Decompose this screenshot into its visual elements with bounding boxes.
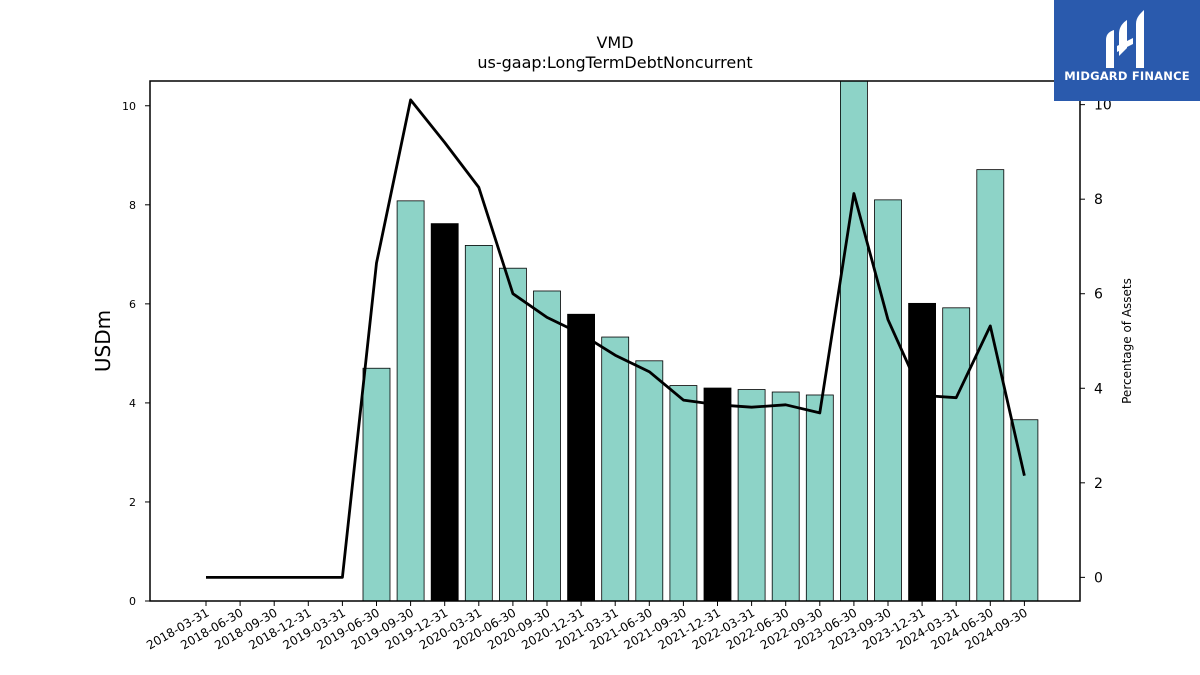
- bar-2022-03-31: [737, 389, 766, 602]
- x-axis: 2018-03-312018-06-302018-09-302018-12-31…: [144, 601, 1030, 652]
- bar-group: [362, 80, 1039, 602]
- y-axis-left: 0 2 4 6 8 10: [122, 100, 150, 608]
- y2-tick-label: 8: [1094, 192, 1103, 208]
- midgard-finance-logo: MIDGARD FINANCE: [1054, 0, 1200, 101]
- bar-2022-06-30: [771, 391, 800, 602]
- y-tick-label: 6: [129, 298, 136, 311]
- y-tick-label: 8: [129, 199, 136, 212]
- bar-2019-12-31: [430, 223, 459, 602]
- bar-2020-12-31: [567, 313, 595, 602]
- bar-2020-09-30: [533, 290, 561, 602]
- y2-axis-label: Percentage of Assets: [1120, 278, 1134, 404]
- logo-text: MIDGARD FINANCE: [1064, 69, 1190, 83]
- bar-2020-06-30: [498, 267, 527, 602]
- bar-2021-09-30: [669, 385, 698, 602]
- y2-tick-label: 2: [1094, 476, 1103, 492]
- chart-subtitle: us-gaap:LongTermDebtNoncurrent: [477, 53, 752, 72]
- y-tick-label: 10: [122, 100, 136, 113]
- midgard-logo-icon: [1106, 10, 1144, 68]
- bar-2021-03-31: [601, 336, 630, 602]
- y2-tick-label: 6: [1094, 287, 1103, 303]
- bar-2020-03-31: [464, 245, 493, 602]
- bar-2024-06-30: [976, 169, 1005, 602]
- bar-2023-06-30: [840, 80, 868, 602]
- bar-2022-09-30: [805, 394, 834, 602]
- bar-2023-09-30: [874, 199, 902, 602]
- bar-2024-09-30: [1010, 419, 1039, 602]
- bar-2021-06-30: [635, 360, 664, 602]
- y2-tick-label: 0: [1094, 570, 1103, 586]
- bar-2023-12-31: [908, 302, 936, 602]
- chart-title: VMD: [596, 33, 633, 52]
- percentage-of-assets-line: [206, 98, 1026, 579]
- y-tick-label: 4: [129, 397, 136, 410]
- y-tick-label: 0: [129, 595, 136, 608]
- bar-2024-03-31: [942, 307, 971, 602]
- percentage-line-group: [206, 98, 1026, 579]
- bar-2019-09-30: [396, 200, 425, 602]
- y2-tick-label: 10: [1094, 98, 1112, 114]
- y-axis-label: USDm: [91, 310, 115, 372]
- y2-tick-label: 4: [1094, 381, 1103, 397]
- bar-2021-12-31: [703, 387, 732, 602]
- y-axis-right: 0 2 4 6 8 10: [1080, 98, 1112, 586]
- y-tick-label: 2: [129, 496, 136, 509]
- bar-2019-06-30: [362, 367, 391, 602]
